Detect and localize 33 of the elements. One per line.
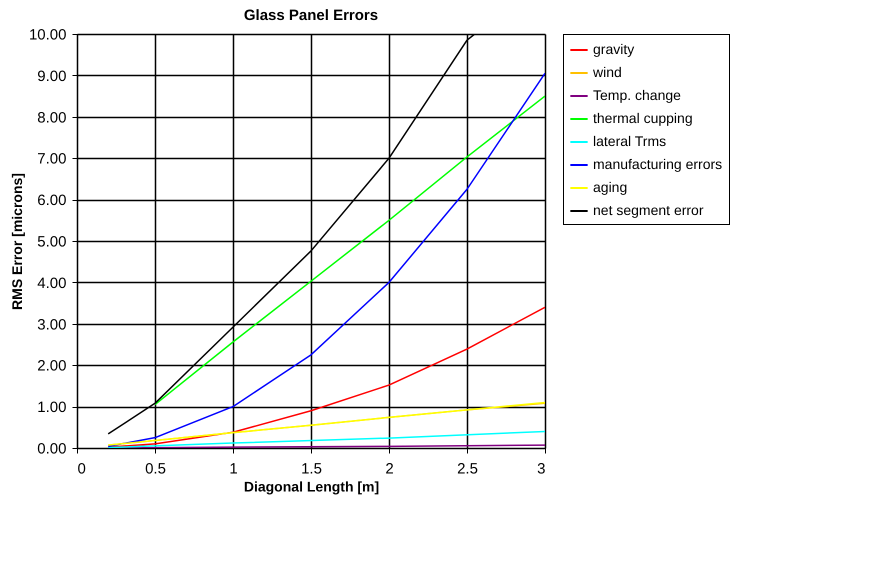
- legend-label: lateral Trms: [593, 133, 666, 149]
- line-series: [107, 430, 545, 448]
- y-tick-label: 2.00: [37, 358, 66, 375]
- y-tick-label: 6.00: [37, 192, 66, 210]
- legend-label: gravity: [593, 41, 634, 57]
- chart-title: Glass Panel Errors: [244, 7, 378, 24]
- line-series: [107, 72, 545, 448]
- legend-label: manufacturing errors: [593, 156, 722, 172]
- legend-label: wind: [592, 64, 622, 80]
- line-series: [107, 306, 545, 448]
- x-tick-label: 2: [385, 460, 394, 478]
- y-tick-label: 1.00: [37, 399, 66, 416]
- y-tick-label: 0.00: [37, 440, 66, 458]
- x-tick-label: 1: [229, 460, 238, 478]
- legend-label: aging: [593, 179, 628, 195]
- legend-label: thermal cupping: [593, 110, 693, 126]
- y-axis-title: RMS Error [microns]: [8, 173, 25, 310]
- x-tick-label: 3: [537, 460, 546, 478]
- x-tick-label: 0.5: [145, 460, 166, 478]
- x-axis-title: Diagonal Length [m]: [244, 478, 380, 494]
- y-tick-label: 9.00: [37, 68, 66, 85]
- legend-label: net segment error: [593, 202, 704, 218]
- y-tick-label: 3.00: [37, 316, 66, 334]
- y-tick-label: 10.00: [28, 26, 66, 44]
- y-tick-label: 5.00: [37, 234, 66, 250]
- y-tick-label: 8.00: [37, 109, 66, 126]
- line-series: [154, 95, 545, 406]
- legend-label: Temp. change: [593, 87, 682, 103]
- y-tick-label: 4.00: [37, 274, 66, 292]
- x-tick-label: 2.5: [457, 460, 478, 478]
- y-tick-label: 7.00: [37, 150, 66, 168]
- x-tick-label: 1.5: [301, 460, 322, 478]
- x-tick-label: 0: [78, 460, 86, 478]
